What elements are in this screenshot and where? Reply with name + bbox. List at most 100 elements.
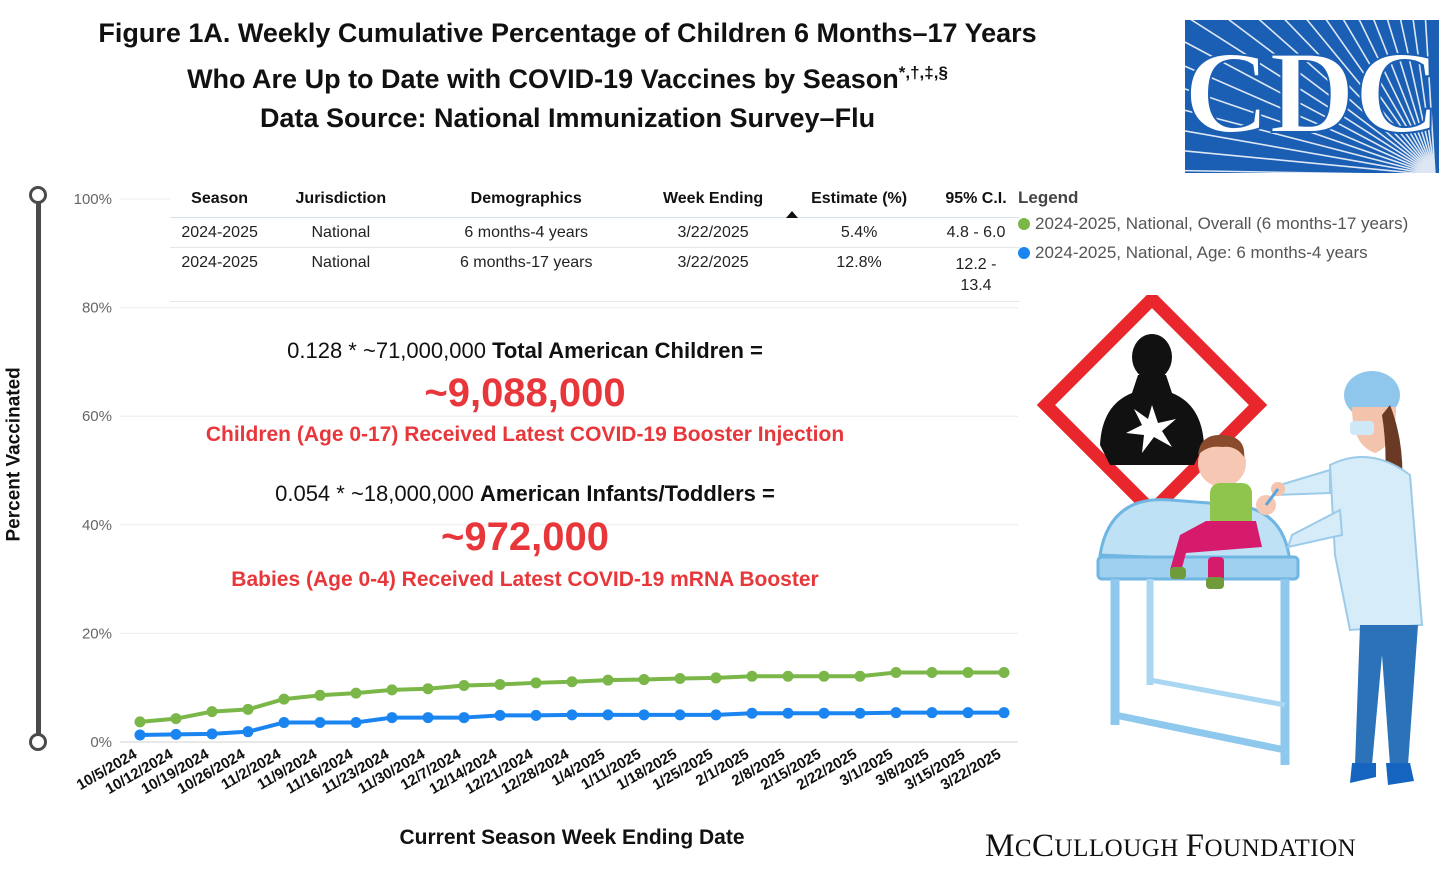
col-header-jurisdiction[interactable]: Jurisdiction bbox=[269, 186, 413, 218]
line-chart: 0%20%40%60%80%100%10/5/202410/12/202410/… bbox=[74, 191, 1018, 798]
cell-ci: 4.8 - 6.0 bbox=[932, 217, 1020, 248]
logo-ray bbox=[1373, 20, 1436, 173]
data-point-age-0-4 bbox=[818, 707, 830, 719]
result-infants: ~972,000 bbox=[441, 515, 609, 559]
cell-estimate: 12.8% bbox=[786, 247, 932, 302]
data-point-age-0-4 bbox=[638, 709, 650, 721]
cdc-logo: CDC bbox=[1185, 20, 1439, 173]
logo-ray bbox=[1358, 20, 1435, 173]
legend-label-age-0-4: 2024-2025, National, Age: 6 months-4 yea… bbox=[1035, 243, 1368, 262]
data-point-overall bbox=[170, 713, 182, 725]
title-line-3: Data Source: National Immunization Surve… bbox=[259, 103, 876, 133]
caption-children: Children (Age 0-17) Received Latest COVI… bbox=[205, 423, 845, 446]
col-header-ci[interactable]: 95% C.I. bbox=[932, 186, 1020, 218]
cell-season: 2024-2025 bbox=[170, 217, 270, 248]
slider-bottom-handle[interactable] bbox=[29, 733, 47, 751]
data-point-overall bbox=[674, 672, 686, 684]
logo-ray bbox=[1284, 20, 1435, 173]
cell-jurisdiction: National bbox=[269, 247, 413, 302]
logo-ray bbox=[1412, 20, 1436, 173]
table-row[interactable]: 2024-2025 National 6 months-17 years 3/2… bbox=[170, 247, 1020, 302]
data-point-age-0-4 bbox=[710, 709, 722, 721]
data-point-overall bbox=[926, 666, 938, 678]
legend-item-overall[interactable]: 2024-2025, National, Overall (6 months-1… bbox=[1018, 214, 1448, 234]
vertical-slider-track[interactable] bbox=[36, 195, 41, 743]
logo-ray bbox=[1185, 150, 1423, 173]
sort-ascending-icon[interactable] bbox=[786, 211, 799, 218]
data-point-overall bbox=[602, 674, 614, 686]
logo-ray bbox=[1258, 20, 1434, 173]
title-footnote-marks: *,†,‡,§ bbox=[898, 63, 948, 82]
data-point-age-0-4 bbox=[854, 707, 866, 719]
nurse-figure bbox=[1264, 371, 1424, 785]
data-point-overall bbox=[818, 670, 830, 682]
foundation-letter: C bbox=[1032, 828, 1055, 864]
data-point-overall bbox=[566, 676, 578, 688]
logo-ray bbox=[1185, 88, 1432, 173]
data-point-overall bbox=[314, 689, 326, 701]
legend-item-age-0-4[interactable]: 2024-2025, National, Age: 6 months-4 yea… bbox=[1018, 243, 1448, 263]
data-point-age-0-4 bbox=[206, 728, 218, 740]
cdc-logo-text: CDC bbox=[1185, 27, 1439, 158]
logo-ray bbox=[1185, 65, 1433, 173]
nurse-vaccinating-toddler-illustration bbox=[1036, 295, 1424, 785]
data-point-age-0-4 bbox=[530, 709, 542, 721]
data-point-overall bbox=[494, 678, 506, 690]
y-tick-label: 20% bbox=[82, 625, 112, 642]
col-header-week-ending[interactable]: Week Ending bbox=[639, 186, 787, 218]
title-line-2: Who Are Up to Date with COVID-19 Vaccine… bbox=[20, 53, 1115, 99]
data-point-age-0-4 bbox=[170, 728, 182, 740]
legend: Legend 2024-2025, National, Overall (6 m… bbox=[1018, 188, 1448, 272]
foundation-letter: C bbox=[1014, 835, 1033, 862]
formula-children-plain: 0.128 * ~71,000,000 bbox=[287, 338, 493, 363]
legend-dot-overall bbox=[1018, 218, 1030, 230]
x-axis-title: Current Season Week Ending Date bbox=[399, 826, 745, 849]
logo-ray bbox=[1325, 20, 1435, 173]
legend-title: Legend bbox=[1018, 188, 1079, 207]
data-point-age-0-4 bbox=[134, 729, 146, 741]
data-point-overall bbox=[638, 674, 650, 686]
logo-ray bbox=[1185, 169, 1367, 173]
data-point-age-0-4 bbox=[674, 709, 686, 721]
data-point-overall bbox=[782, 670, 794, 682]
col-header-demographics[interactable]: Demographics bbox=[412, 186, 640, 218]
data-point-overall bbox=[746, 670, 758, 682]
data-point-age-0-4 bbox=[566, 709, 578, 721]
foundation-letter: OUNDATION bbox=[1204, 835, 1357, 862]
logo-ray bbox=[1185, 130, 1429, 173]
cell-week-ending: 3/22/2025 bbox=[639, 247, 787, 302]
slider-top-handle[interactable] bbox=[29, 186, 47, 204]
data-point-overall bbox=[998, 666, 1010, 678]
data-point-age-0-4 bbox=[314, 716, 326, 728]
data-point-age-0-4 bbox=[782, 707, 794, 719]
data-point-overall bbox=[134, 716, 146, 728]
data-point-age-0-4 bbox=[494, 709, 506, 721]
logo-ray bbox=[1342, 20, 1435, 173]
cell-demographics: 6 months-4 years bbox=[412, 217, 640, 248]
title-line-2-main: Who Are Up to Date with COVID-19 Vaccine… bbox=[187, 64, 899, 94]
data-point-age-0-4 bbox=[350, 716, 362, 728]
data-point-age-0-4 bbox=[278, 716, 290, 728]
logo-ray bbox=[1306, 20, 1435, 173]
logo-ray bbox=[1185, 41, 1433, 173]
data-point-overall bbox=[422, 683, 434, 695]
cell-ci: 12.2 - 13.4 bbox=[932, 247, 1020, 302]
col-header-season[interactable]: Season bbox=[170, 186, 270, 218]
col-header-estimate[interactable]: Estimate (%) bbox=[786, 186, 932, 218]
logo-ray bbox=[1185, 109, 1431, 173]
data-point-age-0-4 bbox=[422, 712, 434, 724]
data-point-age-0-4 bbox=[242, 726, 254, 738]
data-point-age-0-4 bbox=[458, 712, 470, 724]
table-header-row: Season Jurisdiction Demographics Week En… bbox=[170, 186, 1020, 218]
legend-dot-age-0-4 bbox=[1018, 247, 1030, 259]
y-tick-label: 60% bbox=[82, 408, 112, 425]
cell-jurisdiction: National bbox=[269, 217, 413, 248]
estimates-table: Season Jurisdiction Demographics Week En… bbox=[170, 186, 1020, 302]
y-tick-label: 40% bbox=[82, 517, 112, 534]
cell-week-ending: 3/22/2025 bbox=[639, 217, 787, 248]
data-point-age-0-4 bbox=[602, 709, 614, 721]
data-point-overall bbox=[206, 706, 218, 718]
table-row[interactable]: 2024-2025 National 6 months-4 years 3/22… bbox=[170, 217, 1020, 248]
data-point-age-0-4 bbox=[962, 707, 974, 719]
chart-title: Figure 1A. Weekly Cumulative Percentage … bbox=[20, 14, 1115, 138]
